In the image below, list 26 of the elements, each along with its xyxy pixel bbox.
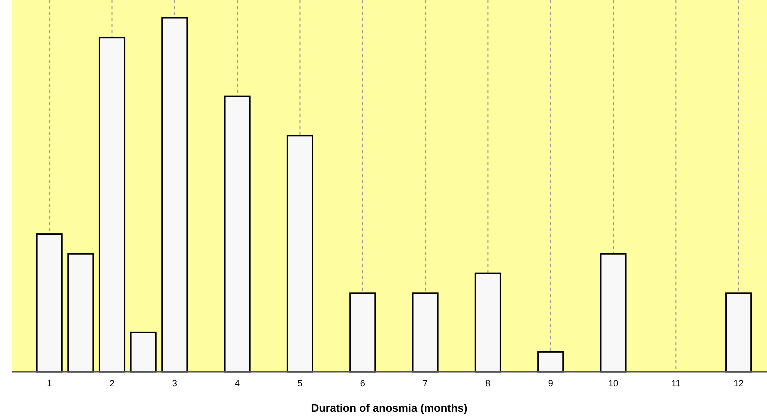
x-tick-label: 1 — [47, 378, 52, 388]
x-tick-label: 11 — [671, 378, 681, 388]
bar — [130, 332, 157, 373]
x-tick-label: 12 — [734, 378, 744, 388]
bar — [286, 135, 314, 373]
bar — [224, 96, 251, 373]
bar — [98, 37, 126, 373]
bar — [162, 17, 188, 373]
bar — [36, 234, 63, 373]
bar — [350, 292, 376, 373]
x-tick-label: 9 — [548, 378, 554, 388]
bar — [538, 351, 564, 373]
bar — [726, 292, 752, 373]
x-tick-label: 5 — [298, 378, 303, 388]
x-axis-title: Duration of anosmia (months) — [311, 403, 468, 415]
x-tick-label: 3 — [172, 378, 178, 388]
x-tick-label: 7 — [423, 378, 428, 388]
x-tick-label: 10 — [608, 378, 618, 388]
x-tick-label: 4 — [235, 378, 240, 388]
bar — [412, 292, 439, 373]
x-tick-label: 8 — [486, 378, 491, 388]
bar — [600, 253, 627, 373]
x-tick-label: 2 — [110, 378, 115, 388]
bar — [474, 272, 502, 373]
x-tick-label: 6 — [360, 378, 366, 388]
bar — [68, 253, 94, 373]
